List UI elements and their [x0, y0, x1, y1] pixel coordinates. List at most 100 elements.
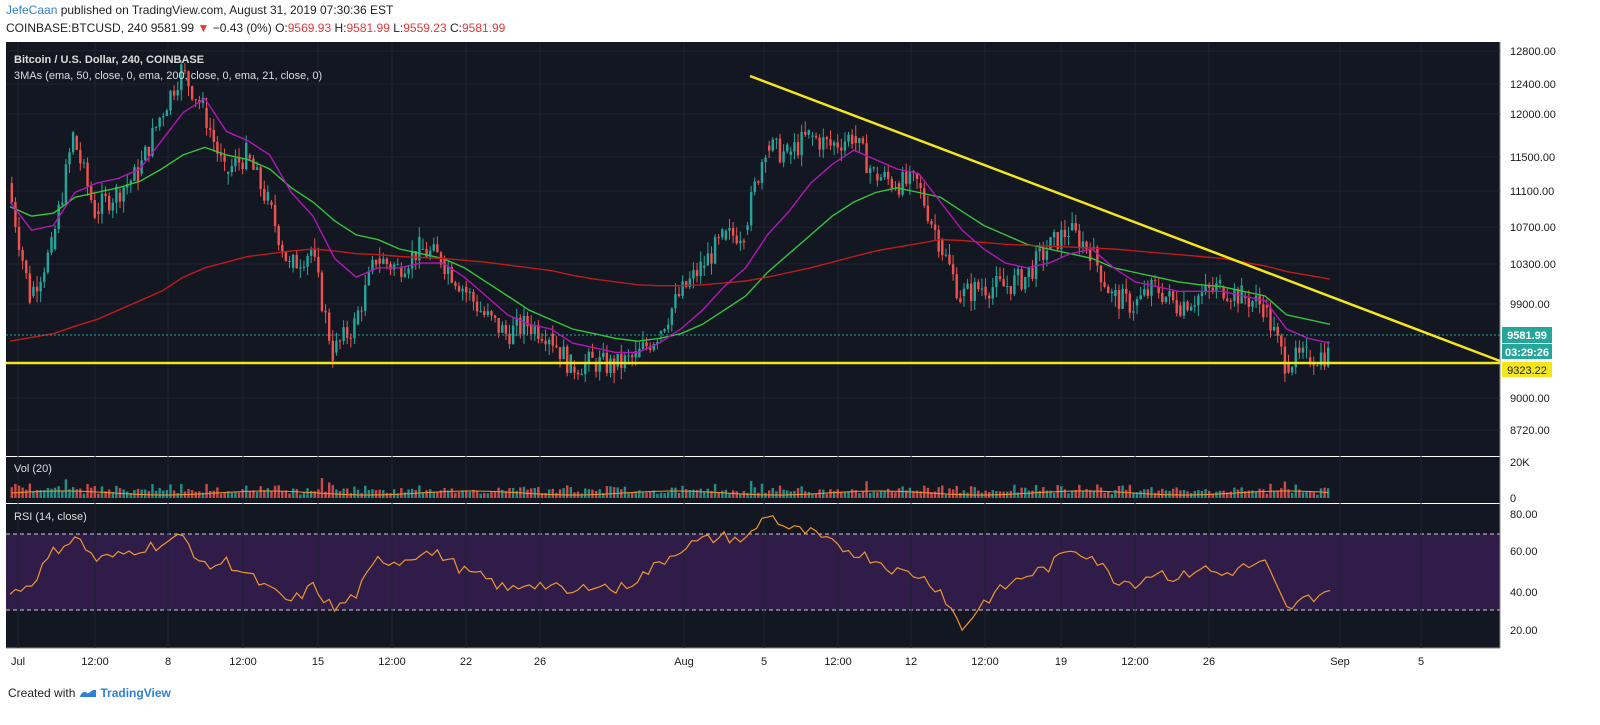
candle-body [580, 374, 583, 376]
candle-body [526, 315, 529, 327]
candle-body [1186, 301, 1189, 311]
volume-bar [1258, 488, 1261, 498]
volume-bar [1247, 490, 1251, 498]
candle-body [1189, 306, 1193, 311]
candle-body [371, 259, 374, 272]
candle-body [775, 138, 778, 140]
volume-bar [666, 492, 670, 498]
volume-legend: Vol (20) [14, 463, 52, 475]
volume-bar [75, 489, 78, 498]
volume-bar [295, 489, 298, 498]
candle-body [1150, 279, 1153, 296]
volume-ma-line [11, 490, 1329, 496]
candle-body [677, 293, 681, 297]
volume-bar [886, 488, 890, 498]
volume-bar [79, 488, 82, 498]
candle-body [868, 168, 872, 174]
candle-body [93, 200, 96, 218]
candle-body [1031, 267, 1034, 279]
volume-bar [544, 493, 547, 498]
candle-body [183, 70, 187, 72]
volume-bar [263, 490, 266, 498]
candle-body [158, 117, 161, 127]
candle-body [154, 126, 158, 129]
candle-body [594, 361, 598, 372]
symbol-label: COINBASE:BTCUSD, 240 [6, 21, 148, 35]
price-pane[interactable] [6, 42, 1500, 456]
candle-body [562, 346, 565, 360]
candle-body [706, 253, 710, 266]
volume-bar [219, 493, 223, 498]
candle-body [147, 146, 151, 156]
tradingview-brand[interactable]: TradingView [79, 686, 171, 700]
candle-body [1276, 326, 1279, 336]
candle-body [883, 171, 886, 178]
candle-body [457, 285, 461, 292]
volume-bar [360, 493, 363, 498]
volume-pane[interactable] [6, 457, 1500, 503]
last-price-badge-text: 9581.99 [1507, 330, 1547, 342]
candle-body [573, 366, 576, 373]
candle-body [353, 318, 356, 339]
time-tick-label: 12:00 [81, 656, 109, 668]
author-link[interactable]: JefeCaan [6, 3, 58, 17]
volume-bar [872, 491, 875, 498]
candle-body [497, 317, 500, 333]
candle-body [670, 308, 674, 325]
candle-body [17, 227, 21, 250]
volume-bar [439, 490, 443, 498]
candle-body [1175, 300, 1178, 314]
volume-bar [1067, 493, 1070, 498]
volume-bar [241, 489, 244, 498]
volume-bar [331, 485, 334, 498]
volume-bar [771, 487, 774, 498]
candle-body [811, 135, 814, 137]
volume-bar [479, 493, 482, 498]
volume-bar [731, 490, 735, 498]
volume-bar [1070, 490, 1074, 498]
candle-body [64, 164, 68, 203]
candle-body [475, 301, 479, 312]
volume-bar [620, 489, 623, 498]
volume-bar [457, 492, 461, 498]
volume-bar [933, 491, 937, 498]
time-tick-label: 19 [1055, 656, 1067, 668]
candle-body [804, 131, 807, 135]
volume-bar [461, 490, 464, 498]
volume-bar [915, 490, 919, 498]
candle-body [223, 155, 226, 162]
volume-bar [1215, 491, 1218, 498]
candle-body [133, 167, 136, 181]
volume-bar [1052, 492, 1056, 498]
volume-bar [281, 491, 284, 498]
candle-body [973, 281, 976, 302]
candle-body [342, 327, 345, 342]
volume-bar [890, 491, 894, 498]
candle-body [681, 281, 684, 297]
candle-body [695, 270, 699, 277]
volume-bar [948, 488, 951, 498]
candle-body [850, 134, 854, 145]
candle-body [1070, 223, 1074, 231]
candle-body [1114, 290, 1117, 297]
candle-body [1262, 304, 1265, 318]
candle-body [1251, 301, 1254, 307]
descending-trendline[interactable] [749, 74, 1501, 363]
volume-bar [1262, 489, 1265, 498]
candle-body [263, 188, 266, 201]
candle-body [335, 340, 338, 353]
down-triangle-icon: ▼ [197, 21, 210, 35]
candle-body [1287, 361, 1290, 373]
candle-body [281, 245, 284, 252]
time-tick-label: 22 [460, 656, 472, 668]
volume-bar [558, 489, 562, 498]
volume-bar [270, 491, 273, 498]
published-text: published on TradingView.com, August 31,… [57, 3, 394, 17]
candle-body [944, 254, 948, 256]
candle-body [1096, 246, 1099, 266]
candle-body [908, 171, 912, 184]
volume-bar [897, 488, 901, 498]
candle-body [1132, 311, 1135, 313]
rsi-tick-label: 80.00 [1510, 509, 1538, 521]
